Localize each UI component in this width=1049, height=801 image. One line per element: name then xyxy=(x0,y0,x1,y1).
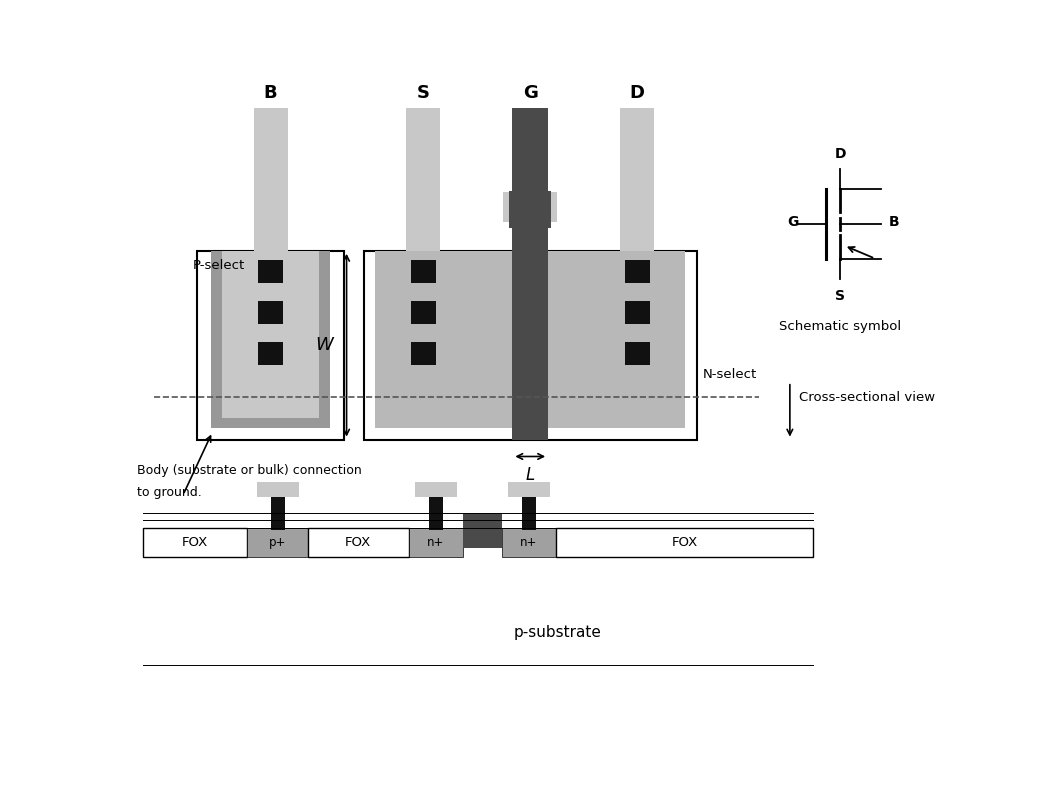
Bar xyxy=(307,528,408,557)
Bar xyxy=(197,251,344,440)
Text: L: L xyxy=(526,466,535,485)
Bar xyxy=(257,482,299,497)
Text: p+: p+ xyxy=(269,536,286,549)
Bar xyxy=(258,342,283,364)
Bar xyxy=(501,528,556,557)
Bar xyxy=(429,497,443,529)
Text: p-substrate: p-substrate xyxy=(513,625,601,639)
Text: n+: n+ xyxy=(427,536,445,549)
Bar xyxy=(625,301,649,324)
Text: S: S xyxy=(835,288,845,303)
Text: P-select: P-select xyxy=(193,259,245,272)
Bar xyxy=(508,482,550,497)
Text: D: D xyxy=(629,84,645,103)
Bar xyxy=(258,301,283,324)
Bar xyxy=(258,260,283,284)
Bar xyxy=(411,260,435,284)
Text: G: G xyxy=(788,215,799,228)
Text: B: B xyxy=(889,215,899,228)
Bar xyxy=(620,108,655,251)
Bar xyxy=(625,260,649,284)
Bar xyxy=(376,251,685,428)
Text: N-select: N-select xyxy=(703,368,757,380)
Bar xyxy=(221,251,320,418)
Bar xyxy=(364,251,697,440)
Bar xyxy=(625,342,649,364)
Text: Body (substrate or bulk) connection: Body (substrate or bulk) connection xyxy=(137,465,362,477)
Text: W: W xyxy=(315,336,333,354)
FancyArrowPatch shape xyxy=(849,247,873,257)
Bar xyxy=(271,497,284,529)
Text: FOX: FOX xyxy=(345,536,371,549)
Text: n+: n+ xyxy=(520,536,537,549)
Bar xyxy=(463,513,501,548)
Bar xyxy=(510,191,551,227)
Bar xyxy=(504,192,557,222)
Text: D: D xyxy=(835,147,845,161)
Text: FOX: FOX xyxy=(181,536,208,549)
Text: FOX: FOX xyxy=(671,536,698,549)
Bar xyxy=(143,528,248,557)
Bar xyxy=(512,208,548,440)
Bar xyxy=(408,528,463,557)
Text: to ground.: to ground. xyxy=(137,485,202,499)
Text: S: S xyxy=(416,84,430,103)
Bar xyxy=(521,497,536,529)
Bar xyxy=(211,251,330,428)
Bar xyxy=(248,528,307,557)
Text: Cross-sectional view: Cross-sectional view xyxy=(799,391,936,404)
Bar xyxy=(411,301,435,324)
Bar xyxy=(414,482,456,497)
Bar xyxy=(254,108,287,251)
Text: Schematic symbol: Schematic symbol xyxy=(779,320,901,333)
Bar xyxy=(556,528,813,557)
Bar xyxy=(512,108,548,192)
Bar xyxy=(411,342,435,364)
Bar xyxy=(406,108,441,251)
Text: B: B xyxy=(263,84,277,103)
Text: G: G xyxy=(522,84,538,103)
